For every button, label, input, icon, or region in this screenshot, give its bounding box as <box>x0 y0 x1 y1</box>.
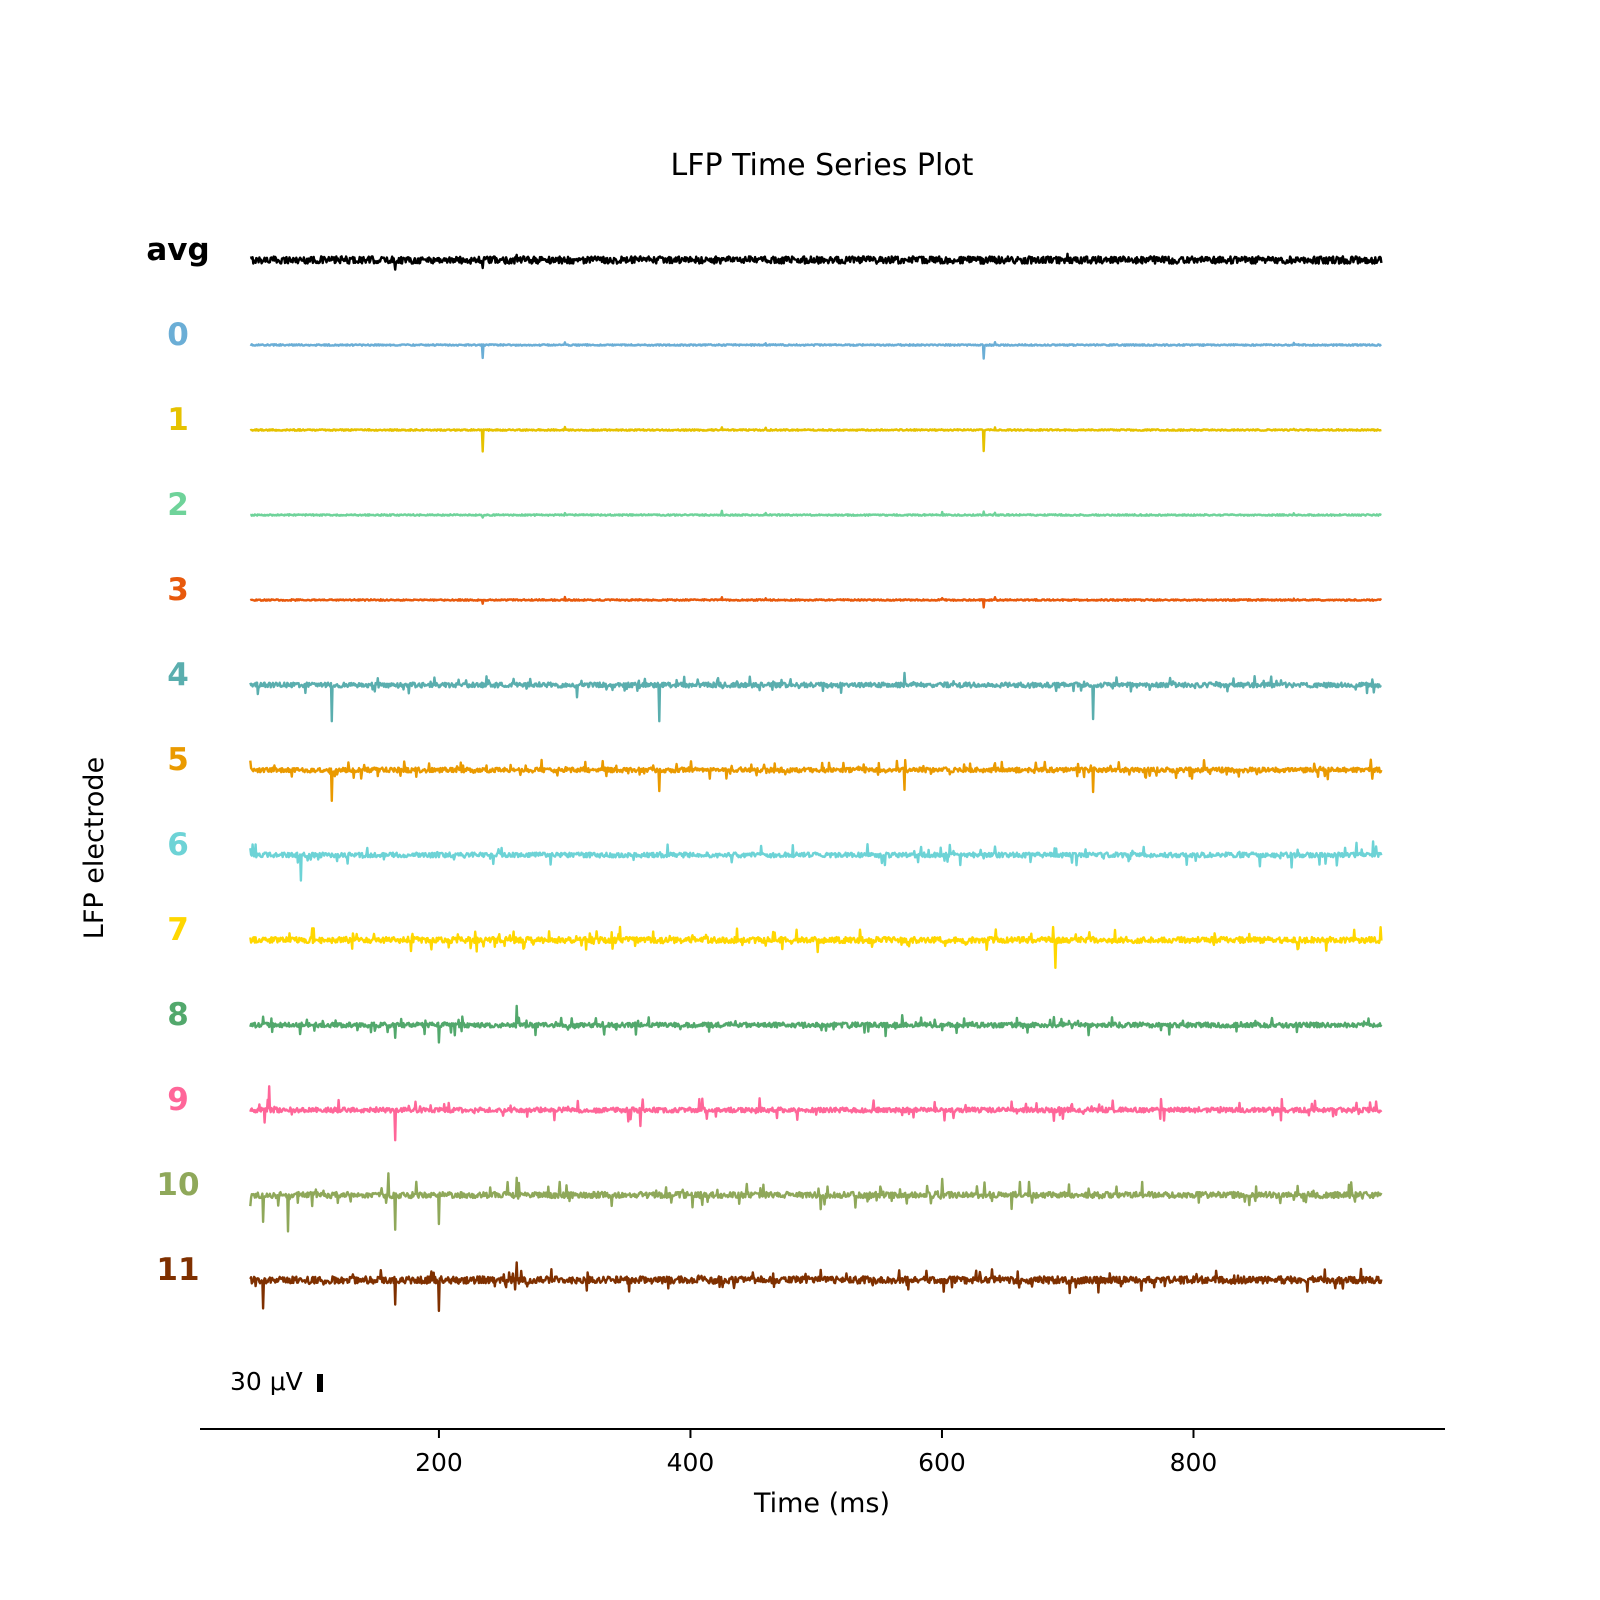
trace-11 <box>249 1261 1383 1313</box>
x-axis-label: Time (ms) <box>753 1488 890 1519</box>
trace-group <box>249 252 1383 1313</box>
row-label-1: 1 <box>167 402 189 438</box>
row-label-5: 5 <box>167 742 189 778</box>
trace-4 <box>249 671 1382 723</box>
trace-8 <box>249 1004 1383 1044</box>
row-label-4: 4 <box>167 657 189 693</box>
x-tick-label: 400 <box>667 1448 715 1477</box>
row-label-0: 0 <box>167 317 189 353</box>
x-tick-label: 800 <box>1170 1448 1218 1477</box>
chart-title: LFP Time Series Plot <box>671 148 974 183</box>
row-label-2: 2 <box>167 487 189 523</box>
x-tick-label: 600 <box>918 1448 966 1477</box>
row-label-7: 7 <box>167 912 189 948</box>
row-label-11: 11 <box>156 1252 199 1288</box>
row-label-group: avg 0 1 2 3 4 5 6 7 8 9 10 11 <box>146 232 209 1288</box>
trace-5 <box>249 758 1383 802</box>
trace-7 <box>249 925 1383 969</box>
scale-bar-label: 30 μV <box>230 1367 303 1396</box>
y-axis-label: LFP electrode <box>79 757 110 939</box>
trace-3 <box>249 595 1383 609</box>
row-label-3: 3 <box>167 572 189 608</box>
trace-1 <box>249 425 1382 453</box>
trace-2 <box>249 509 1382 519</box>
row-label-6: 6 <box>167 827 189 863</box>
row-label-9: 9 <box>167 1082 189 1118</box>
row-label-avg: avg <box>146 232 209 268</box>
trace-6 <box>249 840 1383 882</box>
row-label-10: 10 <box>156 1167 199 1203</box>
x-tick-label: 200 <box>415 1448 463 1477</box>
trace-9 <box>249 1085 1383 1142</box>
trace-avg <box>249 252 1383 271</box>
trace-10 <box>249 1172 1383 1233</box>
trace-0 <box>249 341 1382 360</box>
scale-bar: 30 μV <box>230 1367 323 1396</box>
row-label-8: 8 <box>167 997 189 1033</box>
x-tick-group: 200 400 600 800 <box>415 1429 1217 1477</box>
